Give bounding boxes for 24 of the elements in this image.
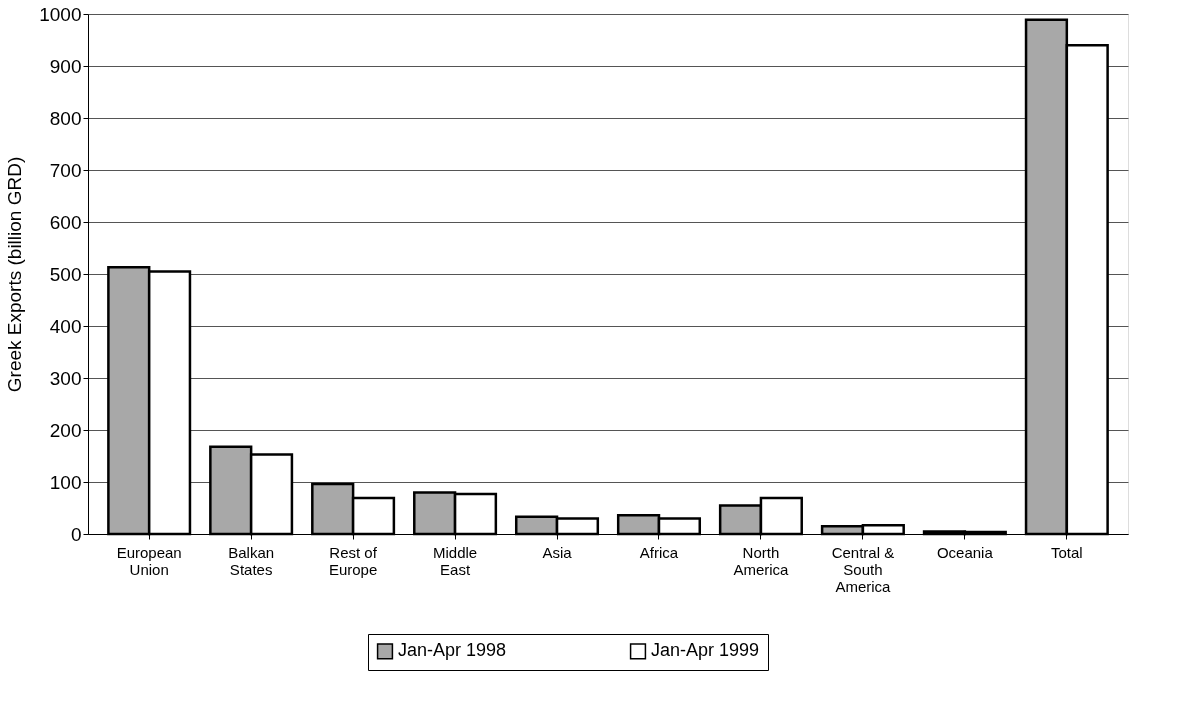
- y-tick-label: 800: [49, 107, 82, 129]
- x-tick-label: Africa: [639, 543, 679, 561]
- legend-label: Jan-Apr 1999: [651, 640, 760, 661]
- y-tick-label: 600: [49, 211, 82, 233]
- legend-label: Jan-Apr 1998: [398, 640, 507, 661]
- y-tick-label: 300: [49, 367, 82, 389]
- y-tick-label: 200: [49, 419, 82, 441]
- y-axis-title: Greek Exports (billion GRD): [4, 156, 26, 393]
- x-tick-label: Oceania: [936, 543, 994, 561]
- x-tick-label: Middle East: [432, 543, 478, 578]
- x-tick-label: Asia: [542, 543, 573, 561]
- y-tick-label: 100: [49, 471, 82, 493]
- y-tick-label: 1000: [39, 3, 82, 25]
- x-tick-label: Central & South America: [831, 543, 895, 595]
- x-tick-label: Total: [1050, 543, 1083, 561]
- y-tick-label: 0: [70, 523, 82, 545]
- y-tick-label: 400: [49, 315, 82, 337]
- x-tick-label: North America: [733, 543, 790, 578]
- x-tick-label: Balkan States: [228, 543, 275, 578]
- y-tick-label: 900: [49, 55, 82, 77]
- y-tick-label: 700: [49, 159, 82, 181]
- x-tick-label: Rest of Europe: [328, 543, 378, 578]
- y-tick-label: 500: [49, 263, 82, 285]
- x-tick-label: European Union: [116, 543, 182, 578]
